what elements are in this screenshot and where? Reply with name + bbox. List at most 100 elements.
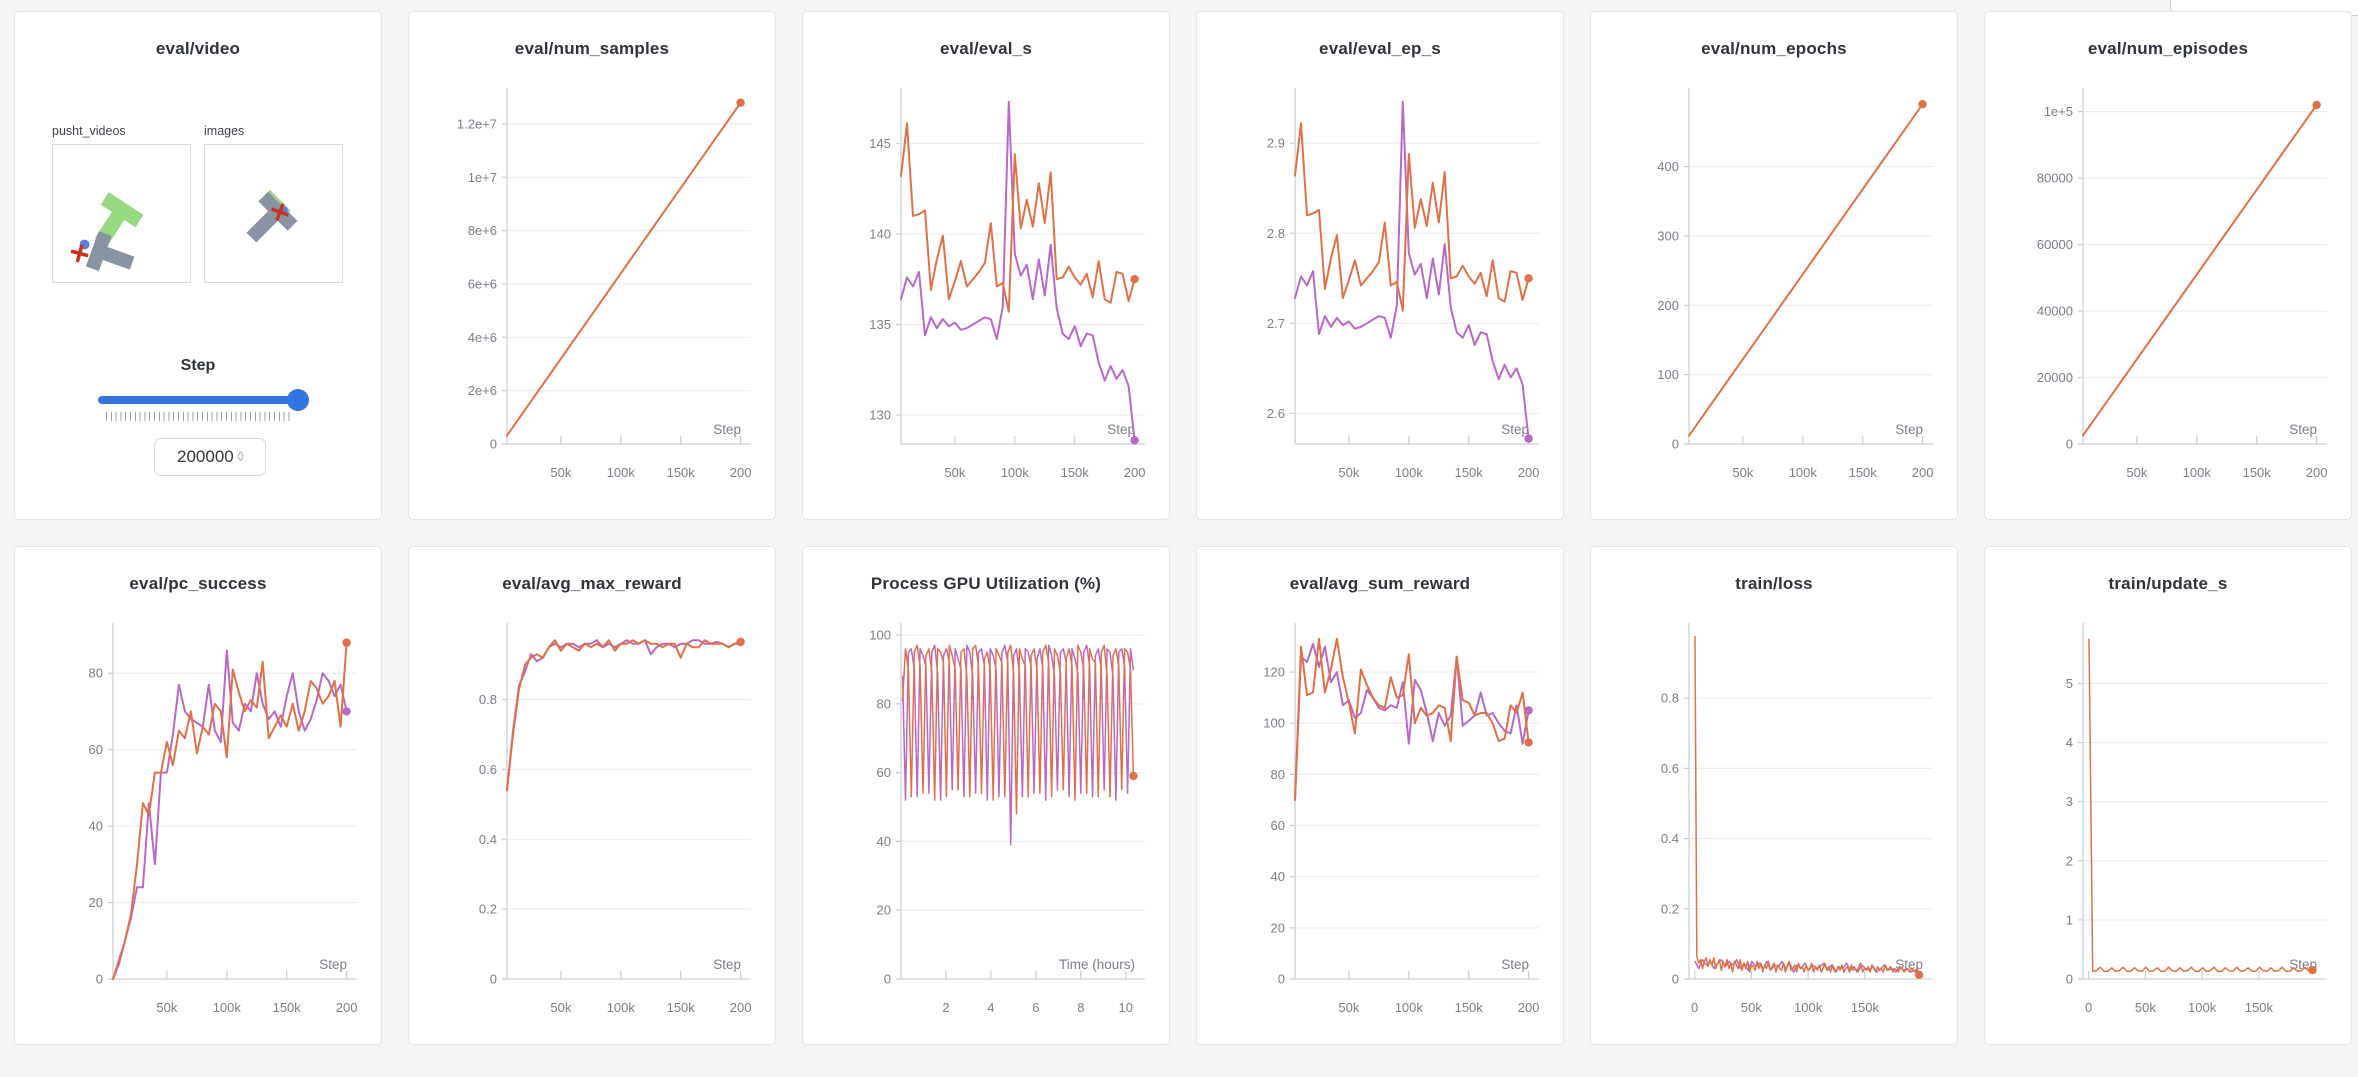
pusht-video-thumbnail[interactable] [52,144,191,283]
svg-text:80: 80 [1271,767,1285,782]
stepper-arrows[interactable]: ˄ ˅ [236,449,245,464]
panel-eval-eval-s: eval/eval_s 130 135 140 145 50k 100k 150k 200 St… [802,11,1170,520]
svg-text:130: 130 [869,408,891,423]
svg-text:200: 200 [730,1000,752,1015]
chart-eval-eval-ep-s[interactable]: 2.6 2.7 2.8 2.9 50k 100k 150k 200 Step [1197,74,1564,520]
chart-eval-avg-sum-reward[interactable]: 0 20 40 60 80 100 120 50k 100k 150k 200 Step [1197,609,1564,1045]
step-value[interactable]: 200000 [177,447,234,466]
chart-eval-avg-max-reward[interactable]: 0 0.2 0.4 0.6 0.8 50k 100k 150k 200 Step [409,609,776,1045]
svg-text:150k: 150k [1455,1000,1484,1015]
step-value-input[interactable]: 200000 ˄ ˅ [154,438,266,476]
svg-text:100k: 100k [1395,1000,1424,1015]
svg-text:4e+6: 4e+6 [468,330,497,345]
svg-text:100: 100 [1657,367,1679,382]
svg-text:0: 0 [490,972,497,987]
step-up-icon: ˄ [236,449,245,459]
svg-text:Step: Step [319,957,347,972]
svg-text:Step: Step [713,957,741,972]
svg-text:0: 0 [490,437,497,452]
svg-text:145: 145 [869,136,891,151]
svg-text:200: 200 [1657,298,1679,313]
svg-text:150k: 150k [1061,465,1090,480]
svg-text:60: 60 [1271,818,1285,833]
chart-eval-pc-success[interactable]: 0 20 40 60 80 50k 100k 150k 200 Step [15,609,382,1045]
svg-text:100k: 100k [607,1000,636,1015]
panel-title: eval/pc_success [129,574,267,593]
step-down-icon: ˅ [236,454,245,464]
svg-text:50k: 50k [1732,465,1753,480]
chart-eval-num-samples[interactable]: 0 2e+6 4e+6 6e+6 8e+6 1e+7 1.2e+7 50k 100k 150k 20… [409,74,776,520]
panel-title: eval/avg_max_reward [502,574,682,593]
slider-thumb[interactable] [287,389,309,411]
thumbnail-label-images: images [204,124,245,138]
svg-text:2.9: 2.9 [1267,136,1285,151]
svg-text:150k: 150k [273,1000,302,1015]
svg-text:400: 400 [1657,159,1679,174]
svg-text:0: 0 [2066,972,2073,987]
panel-grid: eval/video pusht_videos images [14,11,2352,1045]
panel-train-update-s: train/update_s 0 1 2 3 4 5 0 50k 100k 150k Step [1984,546,2352,1045]
svg-text:150k: 150k [1455,465,1484,480]
svg-text:Step: Step [1501,957,1529,972]
panel-eval-num-episodes: eval/num_episodes 0 20000 40000 60000 80000 1… [1984,11,2352,520]
step-slider[interactable] [98,389,309,411]
target-cross [70,244,89,263]
target-cross [270,203,289,221]
svg-text:0.2: 0.2 [1661,901,1679,916]
svg-text:200: 200 [1124,465,1146,480]
chart-gpu-utilization[interactable]: 0 20 40 60 80 100 2 4 6 8 10 Time (hours) [803,609,1170,1045]
svg-text:100k: 100k [2183,465,2212,480]
svg-text:0: 0 [1672,437,1679,452]
svg-text:80: 80 [877,696,891,711]
images-thumbnail[interactable] [204,144,343,283]
panel-eval-avg-sum-reward: eval/avg_sum_reward 0 20 40 60 80 100 120 50k 10… [1196,546,1564,1045]
svg-text:0: 0 [884,972,891,987]
chart-eval-num-epochs[interactable]: 0 100 200 300 400 50k 100k 150k 200 Step [1591,74,1958,520]
pusht-observation-image [246,189,298,243]
svg-text:150k: 150k [667,465,696,480]
svg-text:100k: 100k [607,465,636,480]
green-t-shape [94,192,144,247]
svg-text:60000: 60000 [2037,237,2073,252]
chart-eval-num-episodes[interactable]: 0 20000 40000 60000 80000 1e+5 50k 100k 150k 200 S… [1985,74,2352,520]
panel-title: eval/num_episodes [2087,39,2249,58]
panel-title: eval/avg_sum_reward [1289,574,1471,593]
svg-text:8e+6: 8e+6 [468,223,497,238]
svg-text:Time (hours): Time (hours) [1059,957,1135,972]
svg-text:50k: 50k [550,1000,571,1015]
svg-text:150k: 150k [2243,465,2272,480]
chart-eval-eval-s[interactable]: 130 135 140 145 50k 100k 150k 200 Step [803,74,1170,520]
svg-text:0.6: 0.6 [1661,761,1679,776]
svg-text:20: 20 [1271,920,1285,935]
thumbnails-row [52,144,343,283]
svg-text:200: 200 [730,465,752,480]
svg-text:Step: Step [713,422,741,437]
gray-t-shape [85,231,135,272]
panel-title: eval/num_epochs [1701,39,1847,58]
svg-text:0.8: 0.8 [1661,691,1679,706]
svg-text:50k: 50k [1741,1000,1762,1015]
svg-text:0: 0 [1691,1000,1698,1015]
svg-text:200: 200 [336,1000,358,1015]
svg-text:150k: 150k [1851,1000,1880,1015]
svg-text:0.2: 0.2 [479,902,497,917]
pusht-scene-image [70,192,144,272]
panel-title: eval/num_samples [514,39,670,58]
svg-text:1e+5: 1e+5 [2044,104,2073,119]
svg-text:0.4: 0.4 [479,832,497,847]
svg-text:100k: 100k [1794,1000,1823,1015]
svg-text:10: 10 [1119,1000,1133,1015]
panel-gpu-utilization: Process GPU Utilization (%) 0 20 40 60 80 100… [802,546,1170,1045]
svg-text:4: 4 [987,1000,994,1015]
svg-text:2: 2 [942,1000,949,1015]
panel-train-loss: train/loss 0 0.2 0.4 0.6 0.8 0 50k 100k 150k Step [1590,546,1958,1045]
svg-text:50k: 50k [1338,1000,1359,1015]
panel-eval-eval-ep-s: eval/eval_ep_s 2.6 2.7 2.8 2.9 50k 100k 150k 20… [1196,11,1564,520]
panel-eval-num-epochs: eval/num_epochs 0 100 200 300 400 50k 100k 150k… [1590,11,1958,520]
svg-text:100k: 100k [1395,465,1424,480]
slider-track[interactable] [98,396,303,404]
svg-text:Step: Step [1107,422,1135,437]
svg-text:200: 200 [2306,465,2328,480]
